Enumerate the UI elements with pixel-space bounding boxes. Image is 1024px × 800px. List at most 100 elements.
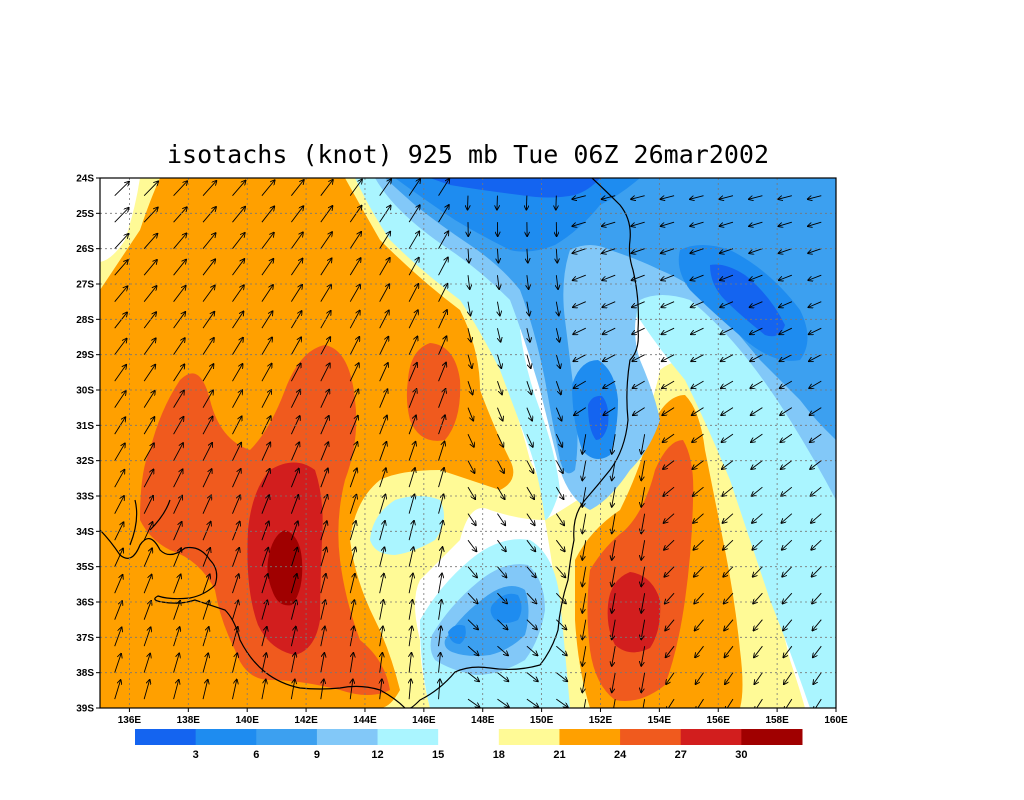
wind-vector: [582, 619, 587, 640]
wind-vector: [261, 364, 272, 382]
wind-vector: [467, 619, 478, 630]
wind-vector: [720, 327, 734, 334]
colorbar-swatch: [741, 729, 803, 745]
lon-tick-label: 148E: [471, 715, 495, 726]
wind-vector: [573, 301, 586, 308]
lon-tick-label: 152E: [589, 715, 613, 726]
wind-vector: [202, 207, 216, 223]
wind-vector: [261, 206, 274, 223]
wind-vector: [497, 354, 501, 368]
wind-vector: [349, 232, 361, 249]
wind-vector: [290, 495, 298, 514]
wind-vector: [582, 460, 587, 481]
wind-vector: [202, 495, 211, 514]
wind-vector: [408, 521, 414, 541]
wind-vector: [555, 381, 561, 394]
wind-vector: [602, 221, 616, 226]
wind-vector: [527, 328, 530, 342]
wind-vector: [408, 179, 420, 196]
colorbar-swatch: [256, 729, 318, 745]
wind-vector: [641, 513, 646, 534]
wind-vector: [438, 336, 447, 355]
wind-vector: [692, 407, 704, 416]
wind-vector: [695, 645, 704, 657]
wind-vector: [752, 486, 763, 496]
wind-vector: [783, 592, 793, 603]
wind-vector: [642, 699, 646, 708]
wind-vector: [114, 286, 128, 302]
wind-vector: [349, 547, 355, 567]
wind-vector: [809, 327, 822, 334]
wind-vector: [527, 275, 529, 289]
wind-vector: [408, 389, 416, 408]
wind-vector: [661, 221, 675, 226]
band-3-6-south-a: [490, 593, 522, 623]
wind-vector: [320, 180, 333, 196]
wind-vector: [232, 443, 241, 461]
wind-vector: [320, 547, 327, 567]
lon-tick-label: 140E: [236, 715, 260, 726]
wind-vector: [349, 600, 354, 620]
wind-vector: [663, 460, 675, 469]
wind-vector: [408, 574, 413, 594]
wind-vector: [497, 328, 500, 342]
wind-vector: [778, 195, 792, 200]
wind-vector: [438, 310, 447, 329]
wind-vector: [814, 698, 822, 708]
wind-vector: [641, 646, 646, 666]
wind-vector: [690, 195, 704, 200]
wind-vector: [202, 364, 213, 382]
wind-vector: [691, 354, 704, 362]
wind-vector: [631, 195, 645, 200]
lat-tick-label: 31S: [76, 421, 94, 432]
wind-vector: [290, 363, 300, 382]
wind-vector: [438, 468, 444, 488]
colorbar-swatch: [135, 729, 197, 745]
wind-vector: [320, 442, 329, 461]
wind-vector: [724, 619, 734, 631]
wind-vector: [438, 257, 448, 276]
wind-vector: [320, 285, 331, 302]
colorbar-label: 18: [493, 749, 505, 761]
wind-vector: [408, 494, 414, 514]
coastline-gulf: [129, 499, 171, 546]
wind-vector: [349, 627, 354, 647]
wind-vector: [232, 285, 243, 302]
wind-vector: [232, 311, 243, 329]
wind-vector: [143, 548, 152, 567]
wind-vector: [497, 381, 502, 394]
wind-vector: [526, 539, 535, 551]
wind-vector: [783, 619, 793, 631]
wind-vector: [603, 407, 616, 416]
wind-vector: [721, 380, 734, 388]
wind-vector: [291, 206, 303, 223]
wind-vector: [173, 601, 181, 620]
wind-vector: [468, 301, 470, 316]
wind-vector: [811, 539, 822, 550]
wind-vector: [349, 442, 357, 461]
wind-vector: [812, 592, 822, 603]
wind-vector: [173, 312, 186, 329]
wind-vector: [666, 672, 675, 684]
wind-vector: [143, 654, 150, 673]
wind-vector: [526, 698, 538, 707]
wind-vector: [202, 312, 214, 329]
wind-vector: [467, 698, 479, 707]
wind-vector: [114, 365, 127, 382]
wind-vector: [556, 672, 567, 682]
wind-vector: [173, 338, 185, 355]
wind-vector: [349, 363, 359, 382]
wind-vector: [408, 468, 415, 488]
lat-tick-label: 37S: [76, 633, 94, 644]
wind-vector: [692, 433, 704, 442]
wind-vector: [143, 627, 150, 647]
wind-vector: [438, 442, 445, 461]
wind-vector: [379, 179, 391, 196]
wind-vector: [143, 338, 156, 355]
lat-tick-label: 36S: [76, 598, 94, 609]
wind-vector: [114, 260, 128, 276]
wind-vector: [695, 672, 704, 684]
wind-vector: [572, 195, 586, 200]
wind-vector: [526, 566, 536, 578]
wind-vector: [754, 672, 763, 684]
